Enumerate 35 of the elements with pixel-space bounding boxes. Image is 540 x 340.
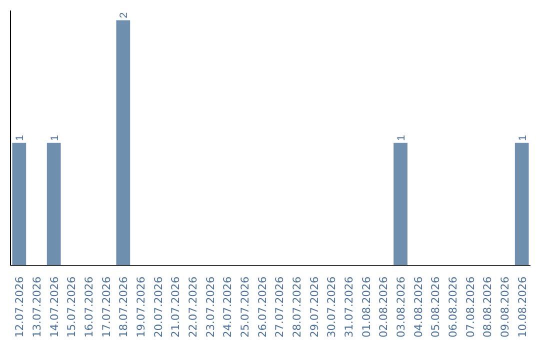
- x-tick-label: 22.07.2026: [186, 276, 200, 338]
- x-tick-label: 08.08.2026: [481, 276, 494, 338]
- x-tick-label: 06.08.2026: [446, 276, 460, 338]
- x-tick-label: 29.07.2026: [308, 276, 321, 338]
- x-tick-label: 23.07.2026: [204, 276, 217, 338]
- x-tick-label: 27.07.2026: [273, 276, 286, 338]
- x-tick-label: 04.08.2026: [412, 276, 425, 338]
- x-tick-label: 02.08.2026: [377, 276, 390, 338]
- x-tick-label: 26.07.2026: [256, 276, 269, 338]
- x-tick-label: 16.07.2026: [82, 276, 96, 338]
- x-tick-label: 21.07.2026: [169, 276, 182, 338]
- data-label: 1: [48, 134, 61, 141]
- x-tick-label: 17.07.2026: [100, 276, 113, 338]
- x-tick-label: 25.07.2026: [238, 276, 252, 338]
- x-tick-label: 18.07.2026: [117, 276, 130, 338]
- x-tick-label: 19.07.2026: [134, 276, 148, 338]
- x-tick-label: 20.07.2026: [152, 276, 165, 338]
- data-label: 2: [118, 12, 130, 18]
- data-label: 1: [516, 134, 529, 141]
- data-label: 1: [396, 134, 408, 141]
- x-tick-label: 03.08.2026: [394, 276, 408, 338]
- x-tick-label: 01.08.2026: [360, 276, 373, 338]
- x-tick-label: 10.08.2026: [516, 276, 529, 338]
- x-tick-label: 13.07.2026: [30, 276, 44, 338]
- x-tick-label: 31.07.2026: [342, 276, 356, 338]
- x-tick-label: 12.07.2026: [13, 276, 26, 338]
- x-tick-label: 30.07.2026: [325, 276, 338, 338]
- data-label: 1: [14, 134, 26, 141]
- x-tick-label: 24.07.2026: [221, 276, 234, 338]
- x-tick-label: 05.08.2026: [429, 276, 442, 338]
- x-tick-label: 07.08.2026: [464, 276, 477, 338]
- x-tick-label: 15.07.2026: [65, 276, 78, 338]
- x-tick-label: 09.08.2026: [498, 276, 512, 338]
- x-tick-label: 28.07.2026: [290, 276, 304, 338]
- x-tick-label: 14.07.2026: [48, 276, 61, 338]
